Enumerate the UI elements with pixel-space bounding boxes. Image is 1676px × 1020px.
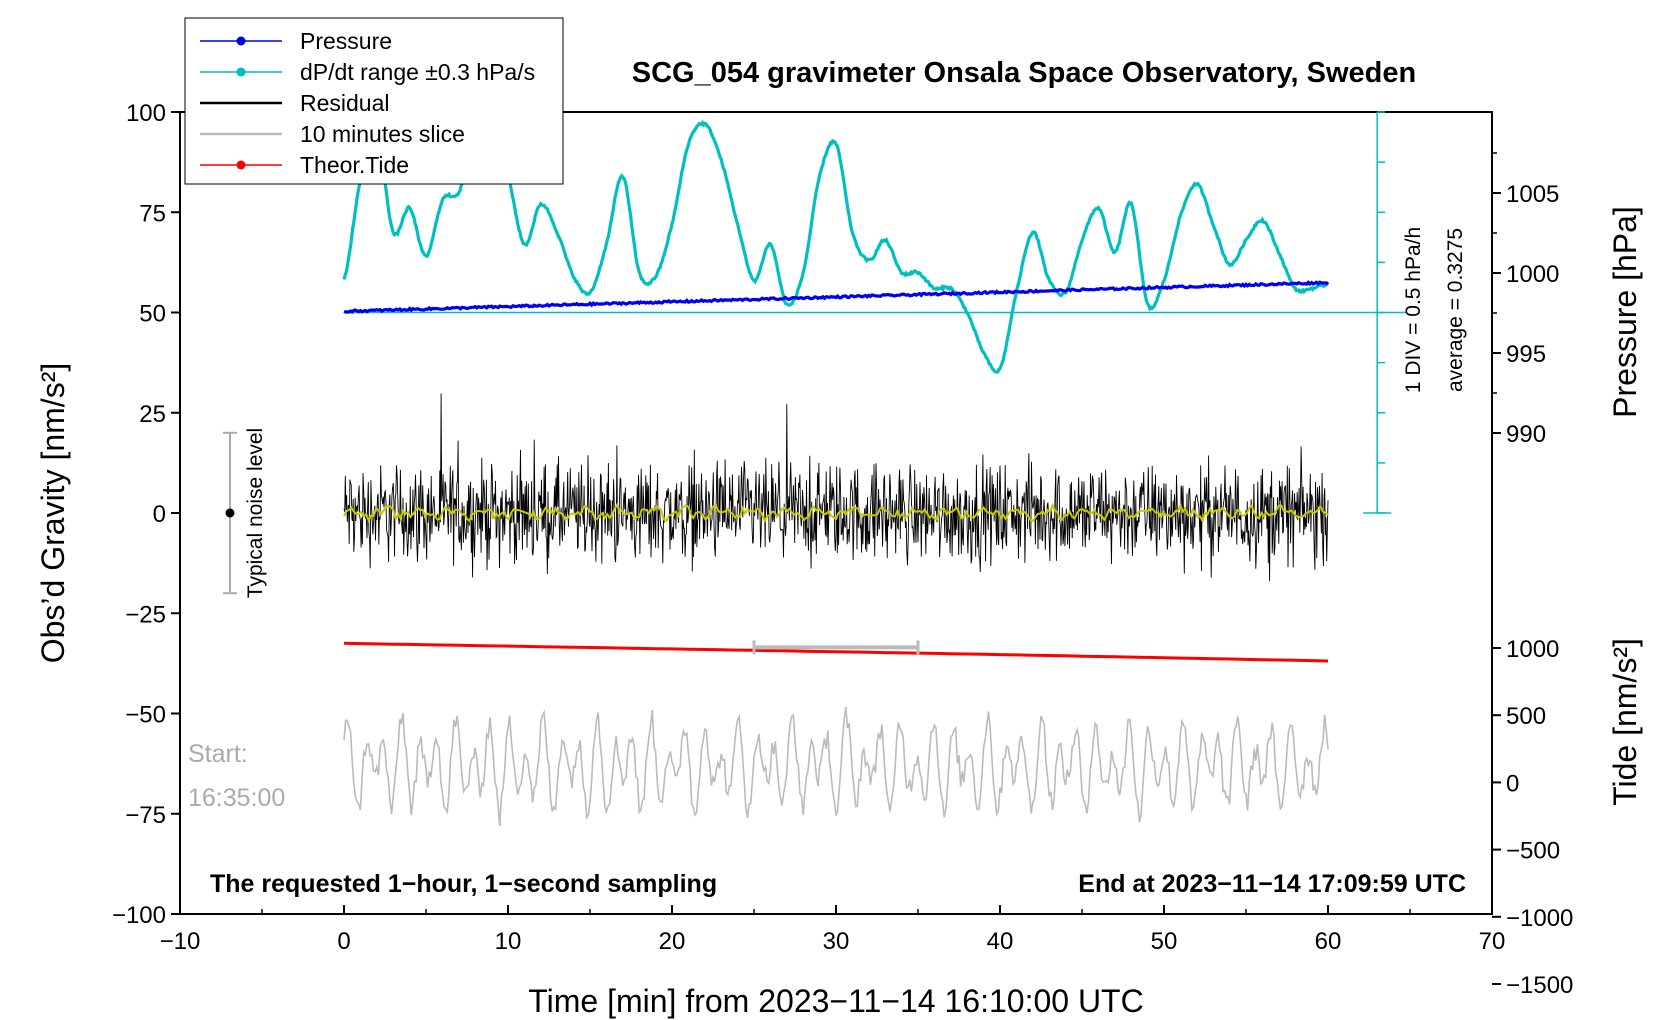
legend-swatch-marker [236, 36, 246, 46]
average-label: average = 0.3275 [1444, 228, 1467, 392]
noise-center-dot [225, 508, 235, 518]
y-tick-label: −50 [125, 702, 166, 729]
slice-window-bracket [752, 640, 920, 655]
ten-minute-slice-series [343, 706, 1329, 827]
footer-left: The requested 1−hour, 1−second sampling [210, 870, 717, 898]
tide-tick-label: −1000 [1506, 905, 1573, 932]
legend-entries: Pressure dP/dt range ±0.3 hPa/s Residual 10… [200, 28, 535, 178]
tide-tick-label: 1000 [1506, 636, 1559, 663]
pressure-tick-label: 1005 [1506, 181, 1559, 208]
chart-title: SCG_054 gravimeter Onsala Space Observat… [632, 57, 1416, 89]
legend-entry: 10 minutes slice [200, 121, 465, 147]
x-tick-label: 0 [337, 928, 350, 955]
residual-line [343, 393, 1329, 582]
tide-tick-label: 500 [1506, 703, 1546, 730]
dpdt-scale-axis [344, 111, 1407, 514]
legend-swatch-marker [236, 67, 246, 77]
x-tick-label: 50 [1151, 928, 1178, 955]
theor-tide-line [343, 641, 1329, 663]
residual-smoothed-series [343, 502, 1329, 524]
pressure-tick-label: 990 [1506, 421, 1546, 448]
x-tick-label: 40 [987, 928, 1014, 955]
residual-smoothed-line [343, 502, 1329, 524]
y-axis-label-tide: Tide [nm/s²] [1607, 638, 1643, 806]
y-axis-label-pressure: Pressure [hPa] [1607, 206, 1643, 418]
y-tick-label: 0 [153, 501, 166, 528]
pressure-tick-label: 1000 [1506, 261, 1559, 288]
legend-label: dP/dt range ±0.3 hPa/s [300, 59, 535, 85]
x-tick-label: 30 [823, 928, 850, 955]
y-tick-label: 50 [139, 301, 166, 328]
legend-entry: Theor.Tide [200, 152, 409, 178]
legend-label: Pressure [300, 28, 392, 54]
ten-minute-slice-line [343, 706, 1329, 827]
tide-tick-label: −500 [1506, 838, 1560, 865]
pressure-series [343, 280, 1330, 315]
pressure-tick-label: 995 [1506, 341, 1546, 368]
noise-level-marker [223, 431, 237, 595]
start-time: 16:35:00 [188, 784, 285, 812]
tide-tick-label: −1500 [1506, 972, 1573, 999]
residual-series [343, 393, 1329, 582]
tide-tick-label: 0 [1506, 770, 1519, 797]
x-axis-ticks: −10 0 10 20 30 40 50 60 70 [160, 905, 1506, 955]
y-tick-label: 75 [139, 200, 166, 227]
pressure-line [343, 280, 1330, 315]
x-axis-label: Time [min] from 2023−11−14 16:10:00 UTC [528, 983, 1143, 1019]
y-tick-label: −25 [125, 601, 166, 628]
x-tick-label: 10 [495, 928, 522, 955]
legend-box [184, 17, 564, 185]
div-label: 1 DIV = 0.5 hPa/h [1402, 227, 1425, 393]
x-tick-label: 70 [1479, 928, 1506, 955]
y-tick-label: 100 [126, 100, 166, 127]
legend-entry: Pressure [200, 28, 392, 54]
noise-level-label: Typical noise level [244, 428, 267, 598]
y-tick-label: −75 [125, 802, 166, 829]
x-tick-label: 20 [659, 928, 686, 955]
y-axis-label-left-text: Obs’d Gravity [nm/s²] [35, 363, 71, 664]
x-tick-label: −10 [160, 928, 201, 955]
y-tick-label: 25 [139, 401, 166, 428]
y-axis-label-left: Obs’d Gravity [nm/s²] [35, 363, 71, 664]
theor-tide-series [343, 641, 1329, 663]
tide-axis-ticks: 1000 500 0 −500 −1000 −1500 [1492, 636, 1573, 999]
legend-swatch-marker [236, 160, 246, 170]
x-tick-label: 60 [1315, 928, 1342, 955]
legend-label: Theor.Tide [300, 152, 409, 178]
y-tick-label: −100 [112, 902, 166, 929]
legend: Pressure dP/dt range ±0.3 hPa/s Residual 10… [184, 17, 564, 185]
legend-label: Residual [300, 90, 390, 116]
legend-label: 10 minutes slice [300, 121, 465, 147]
legend-entry: dP/dt range ±0.3 hPa/s [200, 59, 535, 85]
legend-entry: Residual [200, 90, 390, 116]
start-label: Start: [188, 740, 248, 768]
y-axis-ticks-left: 100 75 50 25 0 −25 −50 −75 −100 [112, 100, 180, 929]
footer-right: End at 2023−11−14 17:09:59 UTC [1078, 870, 1466, 898]
pressure-axis-ticks: 1005 1000 995 990 [1492, 152, 1559, 448]
